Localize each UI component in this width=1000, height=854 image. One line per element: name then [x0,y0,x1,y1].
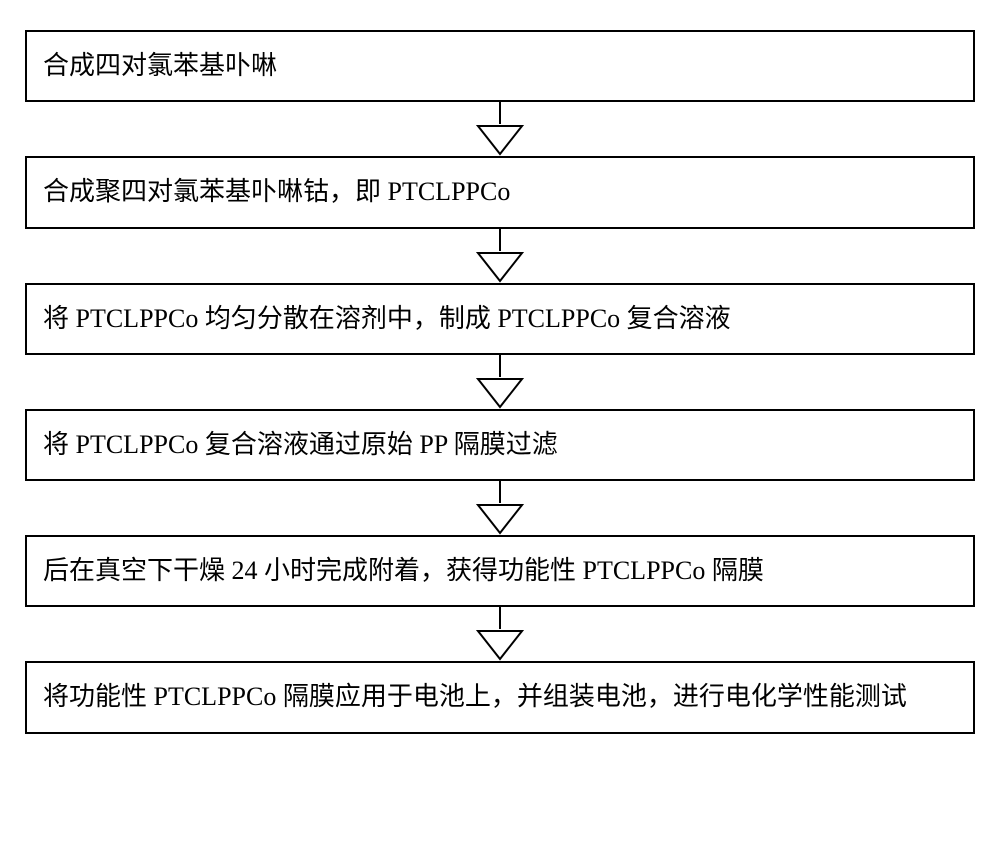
arrow-down-icon [476,377,524,409]
flow-step: 合成聚四对氯苯基卟啉钴，即 PTCLPPCo [25,156,975,228]
connector-line [499,355,501,377]
connector-line [499,481,501,503]
connector-line [499,607,501,629]
flowchart-container: 合成四对氯苯基卟啉 合成聚四对氯苯基卟啉钴，即 PTCLPPCo 将 PTCLP… [25,30,975,734]
arrow-down-icon [476,503,524,535]
flow-connector [476,355,524,409]
flow-connector [476,229,524,283]
flow-step: 合成四对氯苯基卟啉 [25,30,975,102]
step-text: 合成聚四对氯苯基卟啉钴，即 PTCLPPCo [43,177,510,206]
flow-step: 将功能性 PTCLPPCo 隔膜应用于电池上，并组装电池，进行电化学性能测试 [25,661,975,733]
arrow-down-icon [476,124,524,156]
step-text: 将 PTCLPPCo 复合溶液通过原始 PP 隔膜过滤 [43,430,558,459]
step-text: 合成四对氯苯基卟啉 [43,51,277,80]
connector-line [499,229,501,251]
flow-step: 将 PTCLPPCo 复合溶液通过原始 PP 隔膜过滤 [25,409,975,481]
step-text: 将功能性 PTCLPPCo 隔膜应用于电池上，并组装电池，进行电化学性能测试 [43,682,907,711]
step-text: 后在真空下干燥 24 小时完成附着，获得功能性 PTCLPPCo 隔膜 [43,556,764,585]
step-text: 将 PTCLPPCo 均匀分散在溶剂中，制成 PTCLPPCo 复合溶液 [43,304,731,333]
flow-step: 后在真空下干燥 24 小时完成附着，获得功能性 PTCLPPCo 隔膜 [25,535,975,607]
flow-step: 将 PTCLPPCo 均匀分散在溶剂中，制成 PTCLPPCo 复合溶液 [25,283,975,355]
arrow-down-icon [476,629,524,661]
flow-connector [476,102,524,156]
flow-connector [476,481,524,535]
arrow-down-icon [476,251,524,283]
flow-connector [476,607,524,661]
connector-line [499,102,501,124]
